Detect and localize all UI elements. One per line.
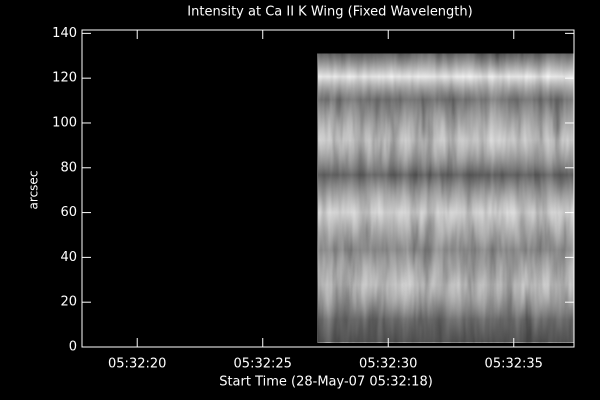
y-tick-label: 40 bbox=[60, 250, 77, 265]
image bbox=[317, 53, 574, 343]
y-tick-label: 120 bbox=[52, 71, 77, 86]
x-tick-label: 05:32:20 bbox=[108, 357, 166, 372]
y-tick-label: 60 bbox=[60, 205, 77, 220]
y-tick-label: 100 bbox=[52, 115, 77, 130]
x-tick-label: 05:32:35 bbox=[485, 357, 543, 372]
x-tick-label: 05:32:30 bbox=[359, 357, 417, 372]
y-tick-label: 0 bbox=[69, 340, 77, 355]
y-tick-label: 80 bbox=[60, 160, 77, 175]
y-axis-title: arcsec bbox=[27, 171, 41, 210]
x-tick-label: 05:32:25 bbox=[234, 357, 292, 372]
plot-area bbox=[317, 53, 574, 343]
axes-frame bbox=[81, 29, 575, 348]
chart-title: Intensity at Ca II K Wing (Fixed Wavelen… bbox=[187, 5, 472, 20]
x-axis-title: Start Time (28-May-07 05:32:18) bbox=[219, 375, 433, 390]
image-bands bbox=[317, 53, 574, 343]
y-tick-label: 20 bbox=[60, 295, 77, 310]
y-tick-label: 140 bbox=[52, 26, 77, 41]
